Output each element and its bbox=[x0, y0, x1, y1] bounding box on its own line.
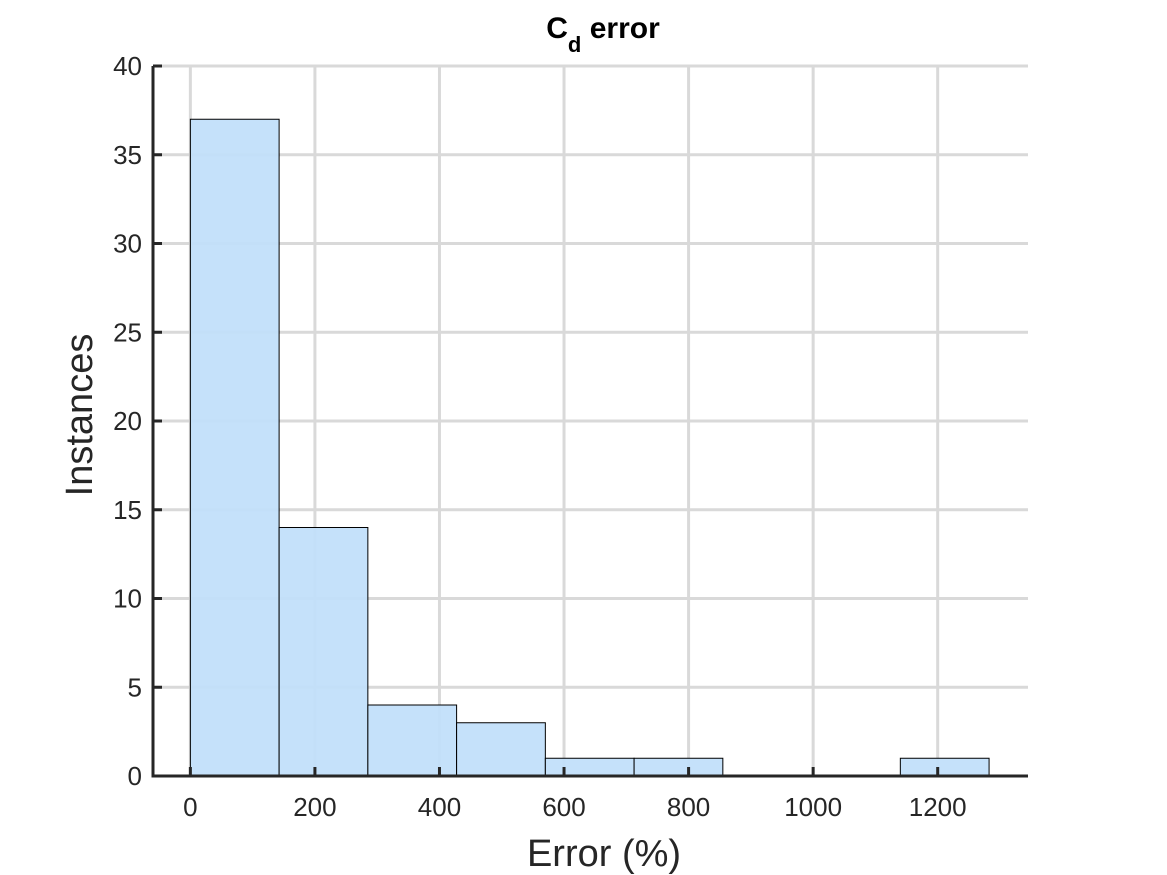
x-tick-label: 800 bbox=[667, 792, 710, 822]
y-tick-label: 35 bbox=[113, 140, 142, 170]
y-tick-label: 25 bbox=[113, 317, 142, 347]
x-tick-label: 200 bbox=[293, 792, 336, 822]
y-tick-labels: 0 5 10 15 20 25 30 35 40 bbox=[113, 51, 142, 791]
grid-lines bbox=[153, 64, 1028, 776]
y-tick-label: 30 bbox=[113, 229, 142, 259]
x-axis-label: Error (%) bbox=[527, 833, 681, 875]
axes bbox=[151, 64, 1028, 778]
chart-title-main: C bbox=[546, 12, 568, 45]
x-tick-label: 1200 bbox=[909, 792, 967, 822]
histogram-bar bbox=[899, 757, 990, 777]
x-tick-label: 400 bbox=[418, 792, 461, 822]
y-tick-label: 5 bbox=[128, 672, 142, 702]
histogram-bar bbox=[278, 527, 369, 777]
y-axis-label: Instances bbox=[59, 334, 101, 497]
y-tick-label: 20 bbox=[113, 406, 142, 436]
histogram-bar bbox=[633, 757, 724, 777]
chart-title-rest: error bbox=[581, 12, 660, 45]
y-tick-label: 40 bbox=[113, 51, 142, 81]
chart-title: Cd error bbox=[546, 12, 660, 57]
histogram-bar bbox=[544, 757, 635, 777]
y-tick-label: 15 bbox=[113, 495, 142, 525]
chart-title-subscript: d bbox=[568, 32, 581, 57]
histogram-bars bbox=[189, 118, 990, 777]
histogram-bar bbox=[189, 118, 280, 777]
y-tick-label: 10 bbox=[113, 584, 142, 614]
y-tick-label: 0 bbox=[128, 761, 142, 791]
x-tick-label: 1000 bbox=[784, 792, 842, 822]
x-tick-label: 600 bbox=[542, 792, 585, 822]
histogram-bar bbox=[456, 722, 546, 777]
x-tick-labels: 0 200 400 600 800 1000 1200 bbox=[183, 792, 966, 822]
x-tick-label: 0 bbox=[183, 792, 197, 822]
histogram-bar bbox=[367, 704, 458, 777]
